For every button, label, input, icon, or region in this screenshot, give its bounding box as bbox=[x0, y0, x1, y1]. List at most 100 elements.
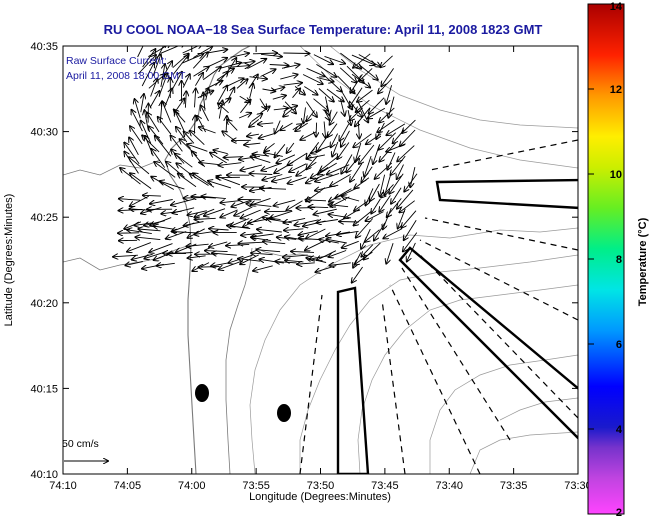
colorbar-tick-label: 8 bbox=[616, 254, 622, 266]
zone-diagonal bbox=[398, 246, 578, 440]
current-vector bbox=[404, 220, 417, 240]
current-vector bbox=[185, 91, 186, 108]
current-vector bbox=[353, 53, 371, 68]
chart-title: RU COOL NOAA−18 Sea Surface Temperature:… bbox=[104, 22, 543, 37]
current-vector bbox=[323, 75, 342, 91]
current-vector bbox=[186, 244, 209, 246]
coastline-inner bbox=[225, 247, 321, 474]
current-vector bbox=[158, 117, 172, 135]
current-vector bbox=[329, 263, 351, 266]
plot-frame bbox=[62, 45, 579, 475]
current-vector bbox=[378, 132, 397, 150]
current-vector bbox=[257, 229, 282, 232]
current-vectors bbox=[113, 46, 418, 283]
current-vector bbox=[391, 187, 402, 204]
current-vector bbox=[352, 266, 363, 283]
current-vector bbox=[151, 149, 166, 168]
current-vector bbox=[206, 89, 209, 101]
current-vector bbox=[172, 55, 189, 76]
current-vector bbox=[277, 154, 296, 163]
current-vector bbox=[280, 75, 297, 80]
current-vector bbox=[184, 132, 195, 144]
current-vector bbox=[168, 253, 193, 254]
current-vector bbox=[370, 183, 380, 201]
current-vector bbox=[317, 250, 337, 260]
current-vector bbox=[251, 156, 271, 164]
current-vector bbox=[344, 208, 361, 219]
current-vector bbox=[340, 52, 361, 69]
current-vector bbox=[383, 228, 403, 239]
current-vector bbox=[284, 217, 306, 222]
contour-2 bbox=[299, 254, 578, 474]
current-vector bbox=[202, 67, 221, 81]
current-vector bbox=[361, 166, 373, 182]
current-vector bbox=[230, 218, 250, 227]
scale-label: 50 cm/s bbox=[62, 438, 99, 450]
current-vector bbox=[193, 67, 209, 77]
current-vector bbox=[238, 242, 264, 243]
x-tick-label: 74:10 bbox=[49, 480, 77, 492]
current-vector bbox=[329, 188, 352, 202]
current-vector bbox=[147, 113, 160, 133]
x-tick-label: 73:50 bbox=[307, 480, 335, 492]
current-vector bbox=[253, 265, 273, 271]
current-vector bbox=[227, 66, 250, 68]
y-tick-label: 40:30 bbox=[30, 127, 58, 139]
current-vector bbox=[342, 240, 359, 248]
current-vector bbox=[340, 99, 345, 116]
current-vector bbox=[150, 79, 158, 97]
current-vector bbox=[241, 233, 263, 235]
current-vector bbox=[252, 53, 277, 54]
current-vector bbox=[263, 241, 286, 243]
current-vector bbox=[274, 161, 294, 173]
x-tick-label: 74:05 bbox=[114, 480, 142, 492]
current-vector bbox=[353, 133, 372, 148]
current-vector bbox=[283, 53, 309, 54]
current-vector bbox=[155, 136, 172, 157]
current-vector bbox=[175, 111, 185, 132]
current-vector bbox=[337, 142, 350, 160]
current-vector bbox=[124, 143, 140, 165]
current-vector bbox=[400, 129, 416, 146]
current-vector bbox=[306, 200, 327, 201]
current-vector bbox=[306, 228, 326, 239]
x-tick-label: 73:30 bbox=[564, 480, 592, 492]
current-vector bbox=[260, 107, 270, 114]
current-vector bbox=[283, 108, 293, 117]
current-vector bbox=[206, 50, 227, 54]
current-vector bbox=[364, 155, 372, 177]
current-vector bbox=[249, 119, 260, 127]
current-vector bbox=[300, 131, 317, 140]
current-vector bbox=[381, 68, 394, 86]
current-vector bbox=[137, 46, 144, 58]
current-vector bbox=[129, 157, 150, 175]
current-vector bbox=[366, 211, 384, 221]
current-vector bbox=[355, 142, 362, 162]
current-vector bbox=[283, 83, 302, 85]
colorbar-tick-label: 10 bbox=[610, 169, 622, 181]
current-vector bbox=[132, 110, 143, 132]
current-vector bbox=[213, 150, 228, 154]
current-vector bbox=[251, 238, 271, 241]
current-vector bbox=[154, 162, 176, 178]
colorbar-ticks: 2 4 6 8 10 12 14 bbox=[588, 1, 623, 519]
current-vector bbox=[337, 230, 359, 235]
current-vector bbox=[219, 261, 241, 270]
current-vector bbox=[386, 243, 394, 263]
current-vector bbox=[171, 198, 196, 205]
current-vector bbox=[160, 46, 185, 54]
current-vector bbox=[152, 55, 161, 77]
current-vector bbox=[341, 154, 353, 174]
current-vector bbox=[149, 243, 173, 253]
current-vector bbox=[259, 133, 275, 139]
y-axis-label: Latitude (Degrees:Minutes) bbox=[3, 194, 15, 327]
current-vector bbox=[341, 130, 350, 147]
current-vector bbox=[166, 231, 187, 239]
current-vector bbox=[327, 164, 350, 175]
current-vector bbox=[329, 214, 352, 219]
current-vector bbox=[240, 100, 250, 114]
current-vector bbox=[180, 139, 198, 157]
x-axis-label: Longitude (Degrees:Minutes) bbox=[249, 491, 391, 503]
dashed-sector-lines bbox=[299, 139, 578, 474]
x-tick-label: 73:35 bbox=[500, 480, 528, 492]
